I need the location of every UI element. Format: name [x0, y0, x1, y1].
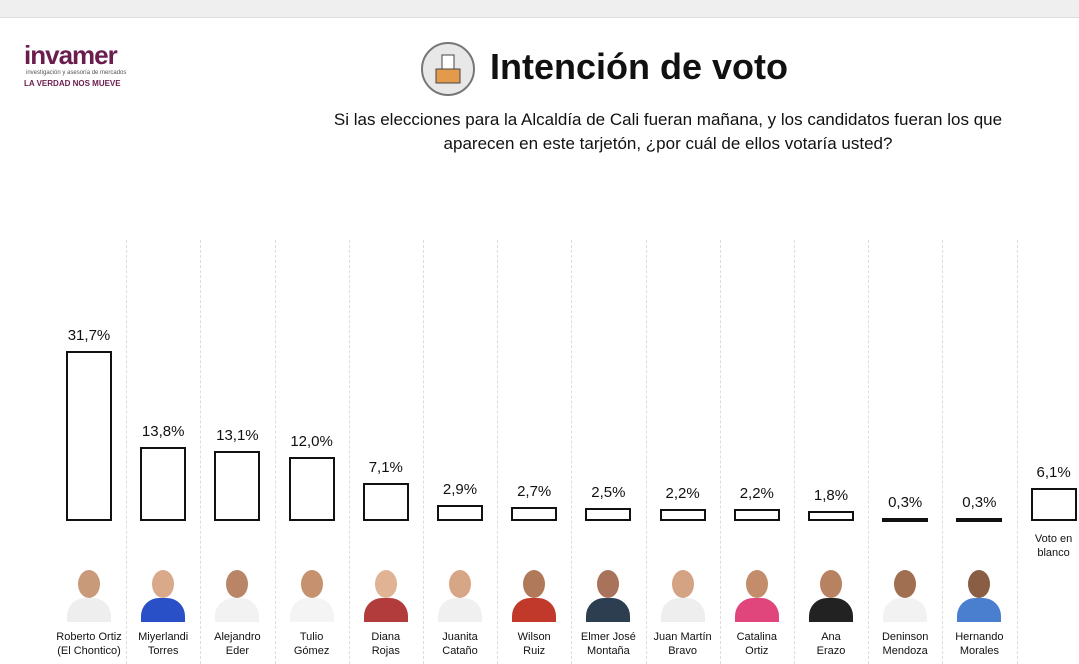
candidate-photo-head	[449, 570, 471, 598]
value-label: 0,3%	[888, 494, 923, 511]
column-separator	[942, 240, 944, 664]
x-tick-label: Voto en blanco	[1034, 533, 1073, 559]
bar	[214, 450, 261, 521]
bar	[288, 456, 335, 521]
candidate-photo-body	[67, 598, 111, 622]
candidate-photo-head	[226, 570, 249, 598]
logo-slogan: LA VERDAD NOS MUEVE	[24, 79, 121, 88]
x-tick-label: Tulio Gómez	[293, 631, 330, 657]
bar	[1030, 488, 1077, 521]
candidate-photo-head	[745, 570, 768, 598]
x-tick-label: Juan Martín Bravo	[653, 631, 712, 657]
x-tick-label: Catalina Ortiz	[736, 631, 777, 657]
candidate-photo-body	[141, 598, 186, 622]
value-label: 2,2%	[739, 485, 774, 503]
bar	[362, 482, 409, 521]
bar	[808, 511, 854, 521]
bar	[66, 351, 112, 521]
bar	[585, 507, 632, 521]
x-tick-label: Alejandro Eder	[214, 631, 261, 657]
bar	[882, 518, 929, 522]
column-separator	[868, 240, 870, 664]
column-separator	[719, 240, 721, 664]
column-separator	[422, 240, 424, 664]
candidate-photo-head	[894, 570, 917, 598]
x-tick-label: Ana Erazo	[816, 631, 846, 657]
candidate-photo-head	[374, 570, 397, 598]
column-separator	[200, 240, 202, 664]
bar	[140, 446, 187, 521]
x-tick-label: Diana Rojas	[371, 631, 401, 657]
candidate-photo-body	[215, 598, 260, 622]
candidate-photo-head	[671, 570, 694, 598]
value-label: 7,1%	[368, 458, 403, 476]
value-label: 13,1%	[216, 426, 259, 444]
value-label: 6,1%	[1036, 464, 1071, 482]
candidate-photo-body	[289, 598, 334, 622]
candidate-photo-body	[809, 598, 853, 622]
candidate-photo-body	[883, 598, 928, 622]
column-separator	[274, 240, 276, 664]
candidate-photo-body	[586, 598, 631, 622]
candidate-photo-body	[438, 598, 482, 622]
candidate-photo-body	[660, 598, 705, 622]
column-separator	[497, 240, 499, 664]
bar	[659, 509, 706, 521]
candidate-photo-head	[300, 570, 323, 598]
logo-brand: invamer	[24, 40, 118, 70]
value-label: 0,3%	[962, 494, 997, 511]
x-tick-label: Elmer José Montaña	[580, 631, 636, 657]
chart-subtitle: Si las elecciones para la Alcaldía de Ca…	[333, 110, 1003, 153]
column-separator	[645, 240, 647, 664]
candidate-photo-body	[957, 598, 1002, 622]
bar	[956, 518, 1003, 522]
value-label: 13,8%	[141, 422, 185, 440]
value-label: 2,7%	[517, 482, 552, 500]
candidate-photo-body	[363, 598, 408, 622]
x-tick-label: Hernando Morales	[955, 631, 1004, 657]
column-separator	[126, 240, 128, 664]
candidate-photo-body	[734, 598, 779, 622]
x-tick-label: Roberto Ortiz (El Chontico)	[56, 631, 122, 657]
candidate-photo-head	[597, 570, 620, 598]
value-label: 1,8%	[813, 487, 849, 505]
x-tick-label: Wilson Ruiz	[517, 631, 551, 657]
value-label: 12,0%	[290, 432, 333, 450]
x-tick-label: Miyerlandi Torres	[138, 631, 189, 657]
candidate-photo-head	[78, 570, 100, 598]
candidate-photo-head	[523, 570, 546, 598]
column-separator	[793, 240, 795, 664]
candidate-photo-body	[512, 598, 557, 622]
candidate-photo-head	[968, 570, 991, 598]
bar	[511, 506, 558, 521]
bar	[733, 509, 780, 521]
value-label: 2,5%	[591, 483, 626, 501]
value-label: 31,7%	[67, 327, 111, 344]
bar	[437, 505, 483, 521]
candidate-photo-head	[152, 570, 175, 598]
column-separator	[348, 240, 350, 664]
top-strip	[0, 0, 1079, 18]
chart-title: Intención de voto	[490, 46, 789, 87]
column-separator	[1016, 240, 1018, 664]
x-tick-label: Juanita Cataño	[442, 631, 478, 657]
candidate-photo-head	[820, 570, 842, 598]
x-tick-label: Deninson Mendoza	[881, 631, 929, 657]
ballot-icon	[421, 42, 475, 96]
value-label: 2,9%	[442, 481, 478, 499]
logo-tagline: investigación y asesoría de mercados	[26, 70, 127, 76]
column-separator	[571, 240, 573, 664]
value-label: 2,2%	[665, 485, 700, 503]
